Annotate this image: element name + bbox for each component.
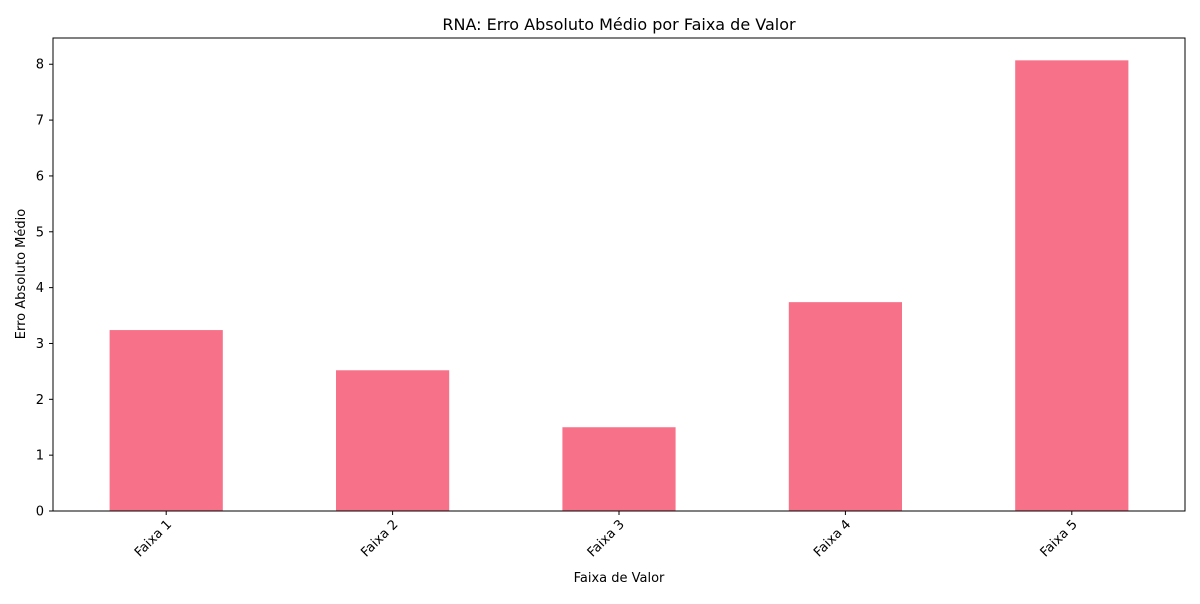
x-tick-label: Faixa 5 xyxy=(1038,517,1081,560)
y-tick-label: 7 xyxy=(36,114,44,129)
bar-1 xyxy=(109,330,223,511)
bars-group xyxy=(109,60,1129,512)
bar-5 xyxy=(1015,60,1129,512)
x-tick-label: Faixa 2 xyxy=(358,517,401,560)
y-tick-label: 4 xyxy=(36,281,44,296)
y-axis-label: Erro Absoluto Médio xyxy=(14,209,29,339)
chart-title: RNA: Erro Absoluto Médio por Faixa de Va… xyxy=(442,15,796,34)
y-tick-label: 3 xyxy=(36,337,44,352)
y-axis: 0 1 2 3 4 5 6 7 8 xyxy=(36,58,53,520)
x-tick-label: Faixa 4 xyxy=(811,517,854,560)
y-tick-label: 1 xyxy=(36,449,44,464)
plot-frame xyxy=(52,37,1186,512)
x-axis-label: Faixa de Valor xyxy=(574,571,665,586)
x-tick-label: Faixa 3 xyxy=(585,517,628,560)
y-tick-label: 5 xyxy=(36,225,44,240)
x-axis: Faixa 1 Faixa 2 Faixa 3 Faixa 4 Faixa 5 xyxy=(132,511,1081,560)
bar-3 xyxy=(562,427,676,511)
bar-2 xyxy=(336,370,450,511)
y-tick-label: 0 xyxy=(36,505,44,520)
y-tick-label: 6 xyxy=(36,169,44,184)
bar-4 xyxy=(788,302,902,511)
y-tick-label: 8 xyxy=(36,58,44,73)
y-tick-label: 2 xyxy=(36,393,44,408)
x-tick-label: Faixa 1 xyxy=(132,517,175,560)
